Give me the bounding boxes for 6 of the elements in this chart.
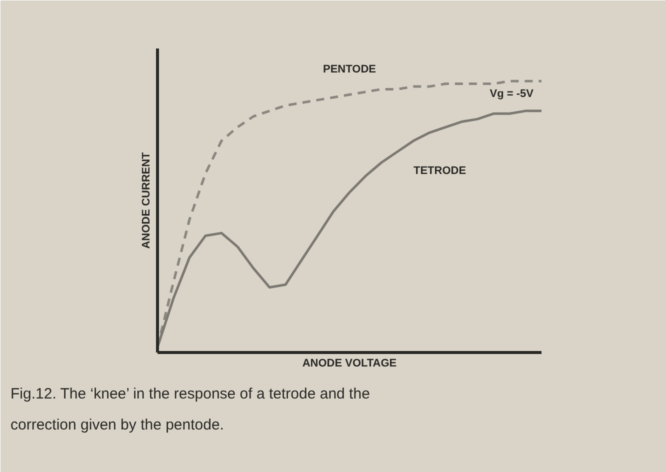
- series-label: PENTODE: [323, 64, 376, 76]
- series-label: TETRODE: [414, 165, 466, 178]
- annotation: Vg = -5V: [490, 88, 534, 100]
- x-axis-title: ANODE VOLTAGE: [302, 358, 397, 370]
- caption: Fig.12. The ‘knee’ in the response of a tetrode and the correction given by the pentode.: [10, 386, 370, 434]
- y-axis-title: ANODE CURRENT: [140, 152, 152, 249]
